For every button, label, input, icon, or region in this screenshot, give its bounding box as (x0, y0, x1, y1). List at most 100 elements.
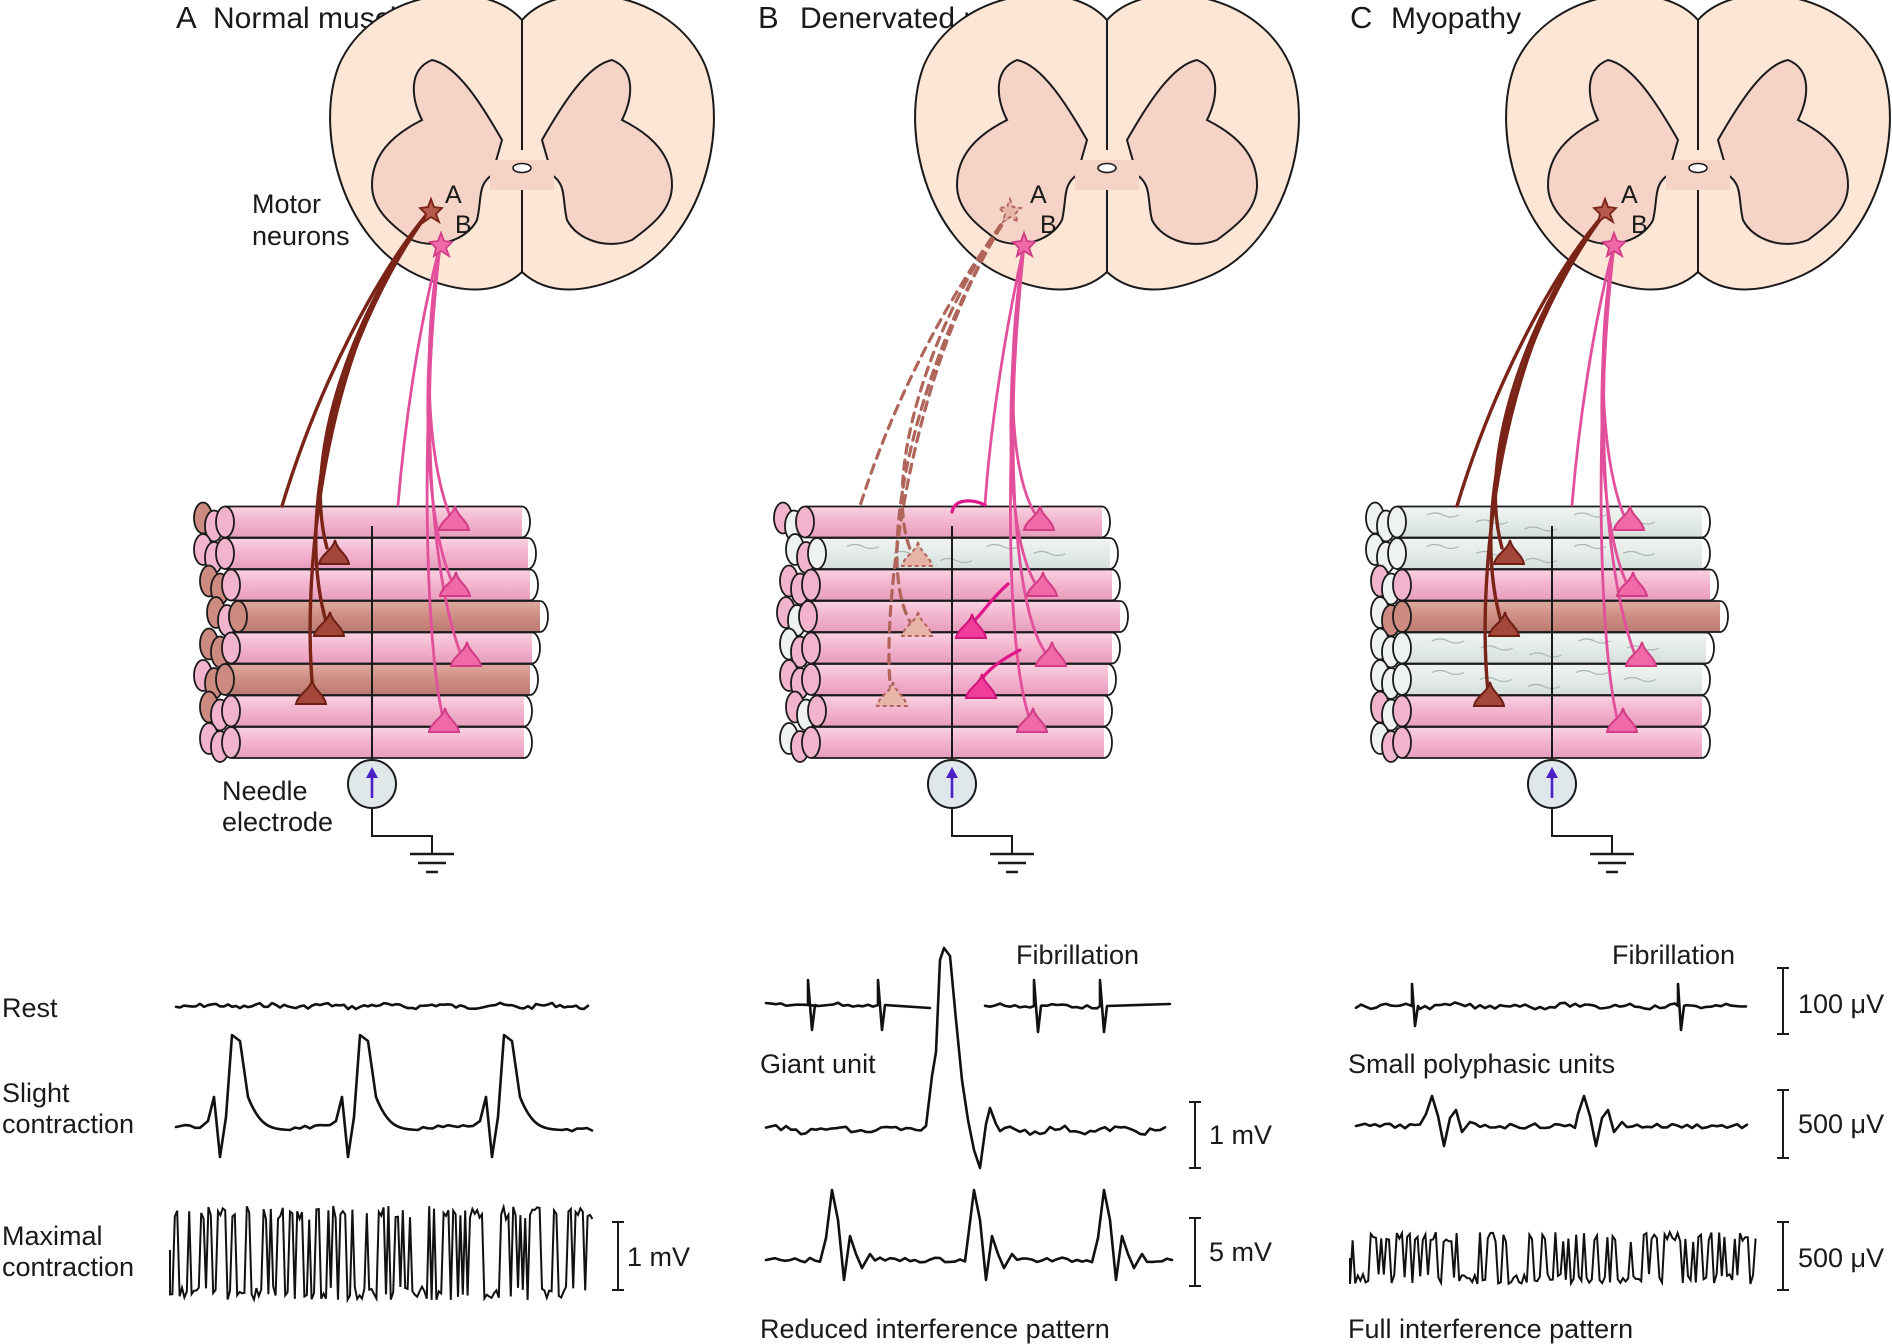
muscle-fiber-unit-b (801, 726, 1113, 759)
needle-electrode-label-1: Needle (222, 776, 308, 806)
giant-unit-label: Giant unit (760, 1049, 876, 1079)
rest-label: Rest (2, 993, 58, 1023)
neuron-a-soma-panel-a (418, 196, 444, 225)
needle-electrode-b (926, 758, 1036, 874)
calibration-label-c-polyphasic: 500 μV (1798, 1109, 1884, 1139)
endplate-unit-b (1612, 505, 1646, 531)
calibration-bar-a-maximal (612, 1221, 624, 1291)
endplate-unit-b (1022, 505, 1056, 531)
neuron-a-soma-panel-c (1592, 196, 1618, 225)
calibration-label-b-giant: 1 mV (1209, 1120, 1272, 1150)
calibration-bar-b-reduced (1189, 1217, 1201, 1287)
endplate-unit-a (1472, 681, 1506, 707)
fiber-cross-section (221, 694, 241, 728)
fiber-cross-section (215, 537, 235, 570)
fibrillation-label-c: Fibrillation (1612, 940, 1735, 970)
emg-trace-small-polyphasic (1354, 1094, 1749, 1148)
maximal-contraction-label-2: contraction (2, 1252, 134, 1282)
endplate-unit-b (437, 505, 471, 531)
endplate-unit-b (1015, 707, 1049, 733)
muscle-fiber-degenerated (807, 537, 1119, 570)
panel-c-letter: C (1350, 0, 1372, 35)
fiber-cross-section (1392, 568, 1412, 602)
neuron-b-soma-panel-c (1601, 230, 1627, 259)
muscle-fiber-unit-b (807, 694, 1113, 728)
needle-electrode-label-2: electrode (222, 807, 333, 837)
motor-unit-a-axons-panel-c (1455, 211, 1607, 694)
motor-neurons-label-2: neurons (252, 221, 350, 251)
motor-neurons-label-1: Motor (252, 189, 321, 219)
emg-trace-slight-contraction (174, 1033, 594, 1159)
muscle-fiber-degenerated (1387, 537, 1711, 570)
calibration-label-a-maximal: 1 mV (627, 1242, 690, 1272)
fiber-cross-section (801, 726, 821, 759)
neuron-b-soma-panel-b (1011, 230, 1037, 259)
endplate-unit-b (1025, 571, 1059, 597)
endplate-unit-b (438, 571, 472, 597)
fiber-cross-section (215, 663, 235, 696)
endplate-unit-b (449, 641, 483, 667)
calibration-label-c-full: 500 μV (1798, 1243, 1884, 1273)
fibrillation-label-b: Fibrillation (1016, 940, 1139, 970)
emg-trace-fibrillation-c (1354, 982, 1748, 1032)
motor-unit-a-axons-panel-a (280, 211, 430, 694)
endplate-unit-b (1624, 641, 1658, 667)
muscle-fiber-unit-b (215, 505, 531, 539)
endplate-reinnervated (954, 613, 988, 639)
muscle-fiber-unit-b (801, 568, 1121, 602)
endplate-unit-a (317, 539, 351, 565)
endplate-unit-b (1034, 641, 1068, 667)
maximal-contraction-label-1: Maximal (2, 1221, 103, 1251)
neuron-b-label-b: B (1040, 211, 1057, 239)
panel-c-title: Myopathy (1391, 2, 1521, 35)
fiber-cross-section (801, 568, 821, 602)
slight-contraction-label-2: contraction (2, 1109, 134, 1139)
fiber-cross-section (1392, 600, 1412, 633)
endplate-unit-a (312, 611, 346, 637)
endplate-reinnervated (964, 673, 998, 699)
fiber-cross-section (1392, 663, 1412, 696)
panel-a-letter: A (176, 0, 197, 35)
panel-b-letter: B (758, 0, 779, 35)
endplate-denervated (900, 541, 934, 567)
muscle-fiber-unit-b (221, 631, 541, 665)
fiber-cross-section (228, 600, 248, 633)
fiber-cross-section (801, 663, 821, 696)
neuron-b-label-c: B (1631, 211, 1648, 239)
spinal-cord-b (914, 0, 1300, 291)
endplate-unit-a (1487, 611, 1521, 637)
muscle-fiber-unit-a (215, 663, 539, 696)
muscle-fiber-unit-b (801, 663, 1117, 696)
muscle-fiber-unit-a (228, 600, 549, 633)
neuron-a-label-b: A (1030, 181, 1047, 209)
emg-trace-full-interference (1349, 1229, 1757, 1287)
slight-contraction-label-1: Slight (2, 1078, 70, 1108)
endplate-unit-a (1492, 539, 1526, 565)
muscle-bundle-a (193, 501, 549, 763)
muscle-fiber-unit-b (221, 568, 539, 602)
emg-trace-rest (174, 1001, 590, 1011)
fiber-cross-section (1392, 631, 1412, 665)
spinal-cord-a (329, 0, 715, 291)
reduced-interference-label: Reduced interference pattern (760, 1314, 1110, 1344)
emg-trace-maximal-contraction (169, 1203, 594, 1304)
muscle-fiber-degenerated (1387, 505, 1711, 539)
muscle-fiber-degenerated (1392, 631, 1715, 665)
muscle-bundle-c (1365, 501, 1729, 763)
fiber-cross-section (795, 505, 815, 539)
spinal-cord-c (1505, 0, 1891, 291)
small-polyphasic-label: Small polyphasic units (1348, 1049, 1615, 1079)
needle-electrode-c (1526, 758, 1636, 874)
muscle-fiber-unit-b (1392, 568, 1719, 602)
fiber-cross-section (1387, 505, 1407, 539)
motor-unit-b-axons-panel-c (1570, 244, 1636, 720)
emg-trace-fibrillation-b-1 (764, 978, 932, 1032)
calibration-bar-c-polyphasic (1777, 1089, 1789, 1159)
endplates (294, 505, 1658, 733)
motor-unit-b-axons-panel-a (396, 244, 462, 720)
endplate-denervated (875, 681, 909, 707)
fiber-cross-section (221, 726, 241, 759)
fiber-cross-section (1392, 694, 1412, 728)
fiber-cross-section (807, 694, 827, 728)
